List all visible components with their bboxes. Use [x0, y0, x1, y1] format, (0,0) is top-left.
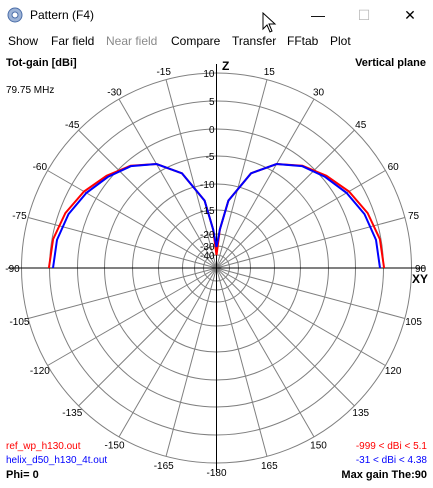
pattern-curve	[52, 162, 381, 269]
phi-label: Phi= 0	[6, 469, 39, 481]
grid-spoke	[216, 267, 355, 407]
legend-range-2: -31 < dBi < 4.38	[356, 455, 428, 466]
maximize-button[interactable]: ☐	[341, 0, 387, 30]
minimize-button[interactable]: —	[295, 0, 341, 30]
angle-tick-label: -135	[62, 408, 82, 419]
title-bar: Pattern (F4) — ☐ ✕	[0, 0, 433, 30]
angle-tick-label: -90	[5, 264, 20, 275]
grid-spoke	[216, 267, 268, 457]
grid-spoke	[118, 98, 217, 269]
polar-plot-area[interactable]: 10 5 0 -5 -10 -15 -20 -30 -40 -15 -30 -45 -60 -75 -90-…	[0, 52, 433, 483]
grid-spoke	[165, 267, 217, 457]
angle-tick-label: 90	[415, 264, 427, 275]
angle-tick-label: -30	[107, 87, 122, 98]
close-icon: ✕	[404, 6, 416, 23]
close-button[interactable]: ✕	[387, 0, 433, 30]
angle-tick-label: 120	[385, 366, 402, 377]
angle-tick-label: -120	[30, 366, 50, 377]
radial-tick-label: -40	[200, 251, 215, 262]
angle-tick-label: -105	[9, 317, 29, 328]
angle-tick-label: -60	[33, 162, 48, 173]
gain-unit-label: Tot-gain [dBi]	[6, 57, 77, 69]
angle-tick-label: 30	[313, 87, 325, 98]
grid-spoke	[165, 79, 217, 269]
grid-spoke	[118, 267, 217, 438]
z-axis-label: Z	[222, 59, 229, 73]
legend-name-1: ref_wp_h130.out	[6, 441, 81, 452]
angle-tick-label: -180	[206, 468, 226, 479]
grid-spoke	[216, 129, 355, 269]
menu-compare[interactable]: Compare	[171, 34, 221, 48]
grid-spoke	[216, 98, 315, 269]
radial-tick-label: -15	[200, 206, 215, 217]
grid-spoke	[78, 129, 217, 269]
radial-tick-label: 0	[209, 125, 215, 136]
grid-spoke	[216, 267, 315, 438]
radial-tick-label: 5	[209, 97, 215, 108]
legend-name-2: helix_d50_h130_4t.out	[6, 455, 107, 466]
grid-spoke	[47, 267, 217, 366]
menu-show[interactable]: Show	[8, 34, 39, 48]
app-icon	[7, 7, 23, 23]
plane-label: Vertical plane	[355, 57, 426, 69]
maximize-icon: ☐	[357, 6, 371, 23]
angle-tick-label: -75	[12, 211, 27, 222]
radial-tick-label: -5	[206, 152, 215, 163]
menu-transfer[interactable]: Transfer	[232, 34, 277, 48]
grid-spoke	[78, 267, 217, 407]
grid-spoke	[216, 79, 268, 269]
menu-bar: Show Far field Near field Compare Transf…	[0, 31, 433, 51]
angle-tick-label: -45	[65, 120, 80, 131]
mouse-cursor-icon	[262, 12, 277, 33]
angle-tick-label: -165	[154, 461, 174, 472]
angle-tick-label: 105	[405, 317, 422, 328]
angle-tick-label: 135	[352, 408, 369, 419]
angle-tick-label: -15	[156, 67, 171, 78]
angle-tick-label: 75	[408, 211, 420, 222]
menu-plot[interactable]: Plot	[330, 34, 351, 48]
menu-far-field[interactable]: Far field	[51, 34, 95, 48]
window-title: Pattern (F4)	[30, 8, 95, 22]
grid-spoke	[216, 267, 386, 366]
grid-spoke	[216, 170, 386, 269]
pattern-curve	[47, 162, 386, 269]
angle-tick-label: 165	[261, 461, 278, 472]
radial-tick-label: -10	[200, 180, 215, 191]
menu-fftab[interactable]: FFtab	[287, 34, 319, 48]
polar-chart: 1050-5-10-15-20-30-40-15-30-45-60-75-90-…	[5, 57, 428, 481]
legend-range-1: -999 < dBi < 5.1	[356, 441, 428, 452]
grid-spoke	[28, 267, 217, 319]
grid-spoke	[47, 170, 217, 269]
angle-tick-label: 150	[310, 441, 327, 452]
angle-tick-label: 45	[355, 120, 367, 131]
radial-tick-label: -20	[200, 230, 215, 241]
angle-tick-label: -150	[104, 441, 124, 452]
angle-tick-label: 60	[388, 162, 400, 173]
xy-axis-label: XY	[412, 272, 428, 286]
radial-tick-label: 10	[203, 69, 215, 80]
radial-tick-label: -30	[200, 242, 215, 253]
minimize-icon: —	[311, 7, 325, 23]
grid-spoke	[216, 267, 405, 319]
frequency-label: 79.75 MHz	[6, 85, 54, 96]
menu-near-field[interactable]: Near field	[106, 34, 158, 48]
max-gain-label: Max gain The:90	[341, 469, 427, 481]
angle-tick-label: 15	[264, 67, 276, 78]
